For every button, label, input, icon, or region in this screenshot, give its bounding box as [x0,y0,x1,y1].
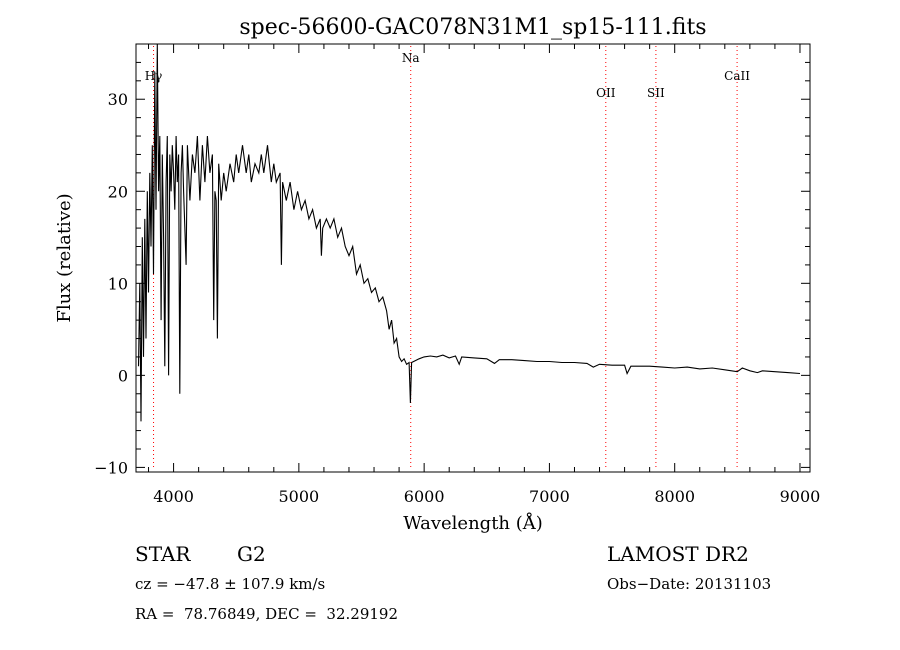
x-tick-label: 7000 [529,487,570,506]
y-tick-label: 0 [118,366,128,385]
y-tick-label: 20 [108,182,128,201]
chart-title: spec-56600-GAC078N31M1_sp15-111.fits [239,15,706,40]
x-tick-label: 6000 [404,487,445,506]
spectral-line-label: OII [596,86,616,100]
object-type-label: STAR [135,542,191,566]
spectrum-line [137,43,801,422]
y-tick-label: 30 [108,90,128,109]
x-axis-label: Wavelength (Å) [403,512,543,534]
x-tick-label: 8000 [654,487,695,506]
spectrum-chart: spec-56600-GAC078N31M1_sp15-111.fits 4000… [54,15,821,534]
plot-frame [135,43,811,473]
spectral-line-label: SII [647,86,665,100]
coordinates-label: RA = 78.76849, DEC = 32.29192 [135,605,399,623]
survey-label: LAMOST DR2 [607,542,749,566]
x-tick-label: 9000 [780,487,821,506]
y-tick-label: −10 [94,458,128,477]
spectral-line-label: CaII [724,69,750,83]
subclass-label: G2 [237,542,266,566]
y-tick-label: 10 [108,274,128,293]
spectral-line-label: Na [402,51,420,65]
spectral-line-label: Hγ [145,69,163,83]
x-tick-label: 4000 [153,487,194,506]
obs-date-label: Obs−Date: 20131103 [607,575,772,593]
y-axis-label: Flux (relative) [54,193,75,322]
x-tick-label: 5000 [279,487,320,506]
redshift-label: cz = −47.8 ± 107.9 km/s [135,575,326,593]
